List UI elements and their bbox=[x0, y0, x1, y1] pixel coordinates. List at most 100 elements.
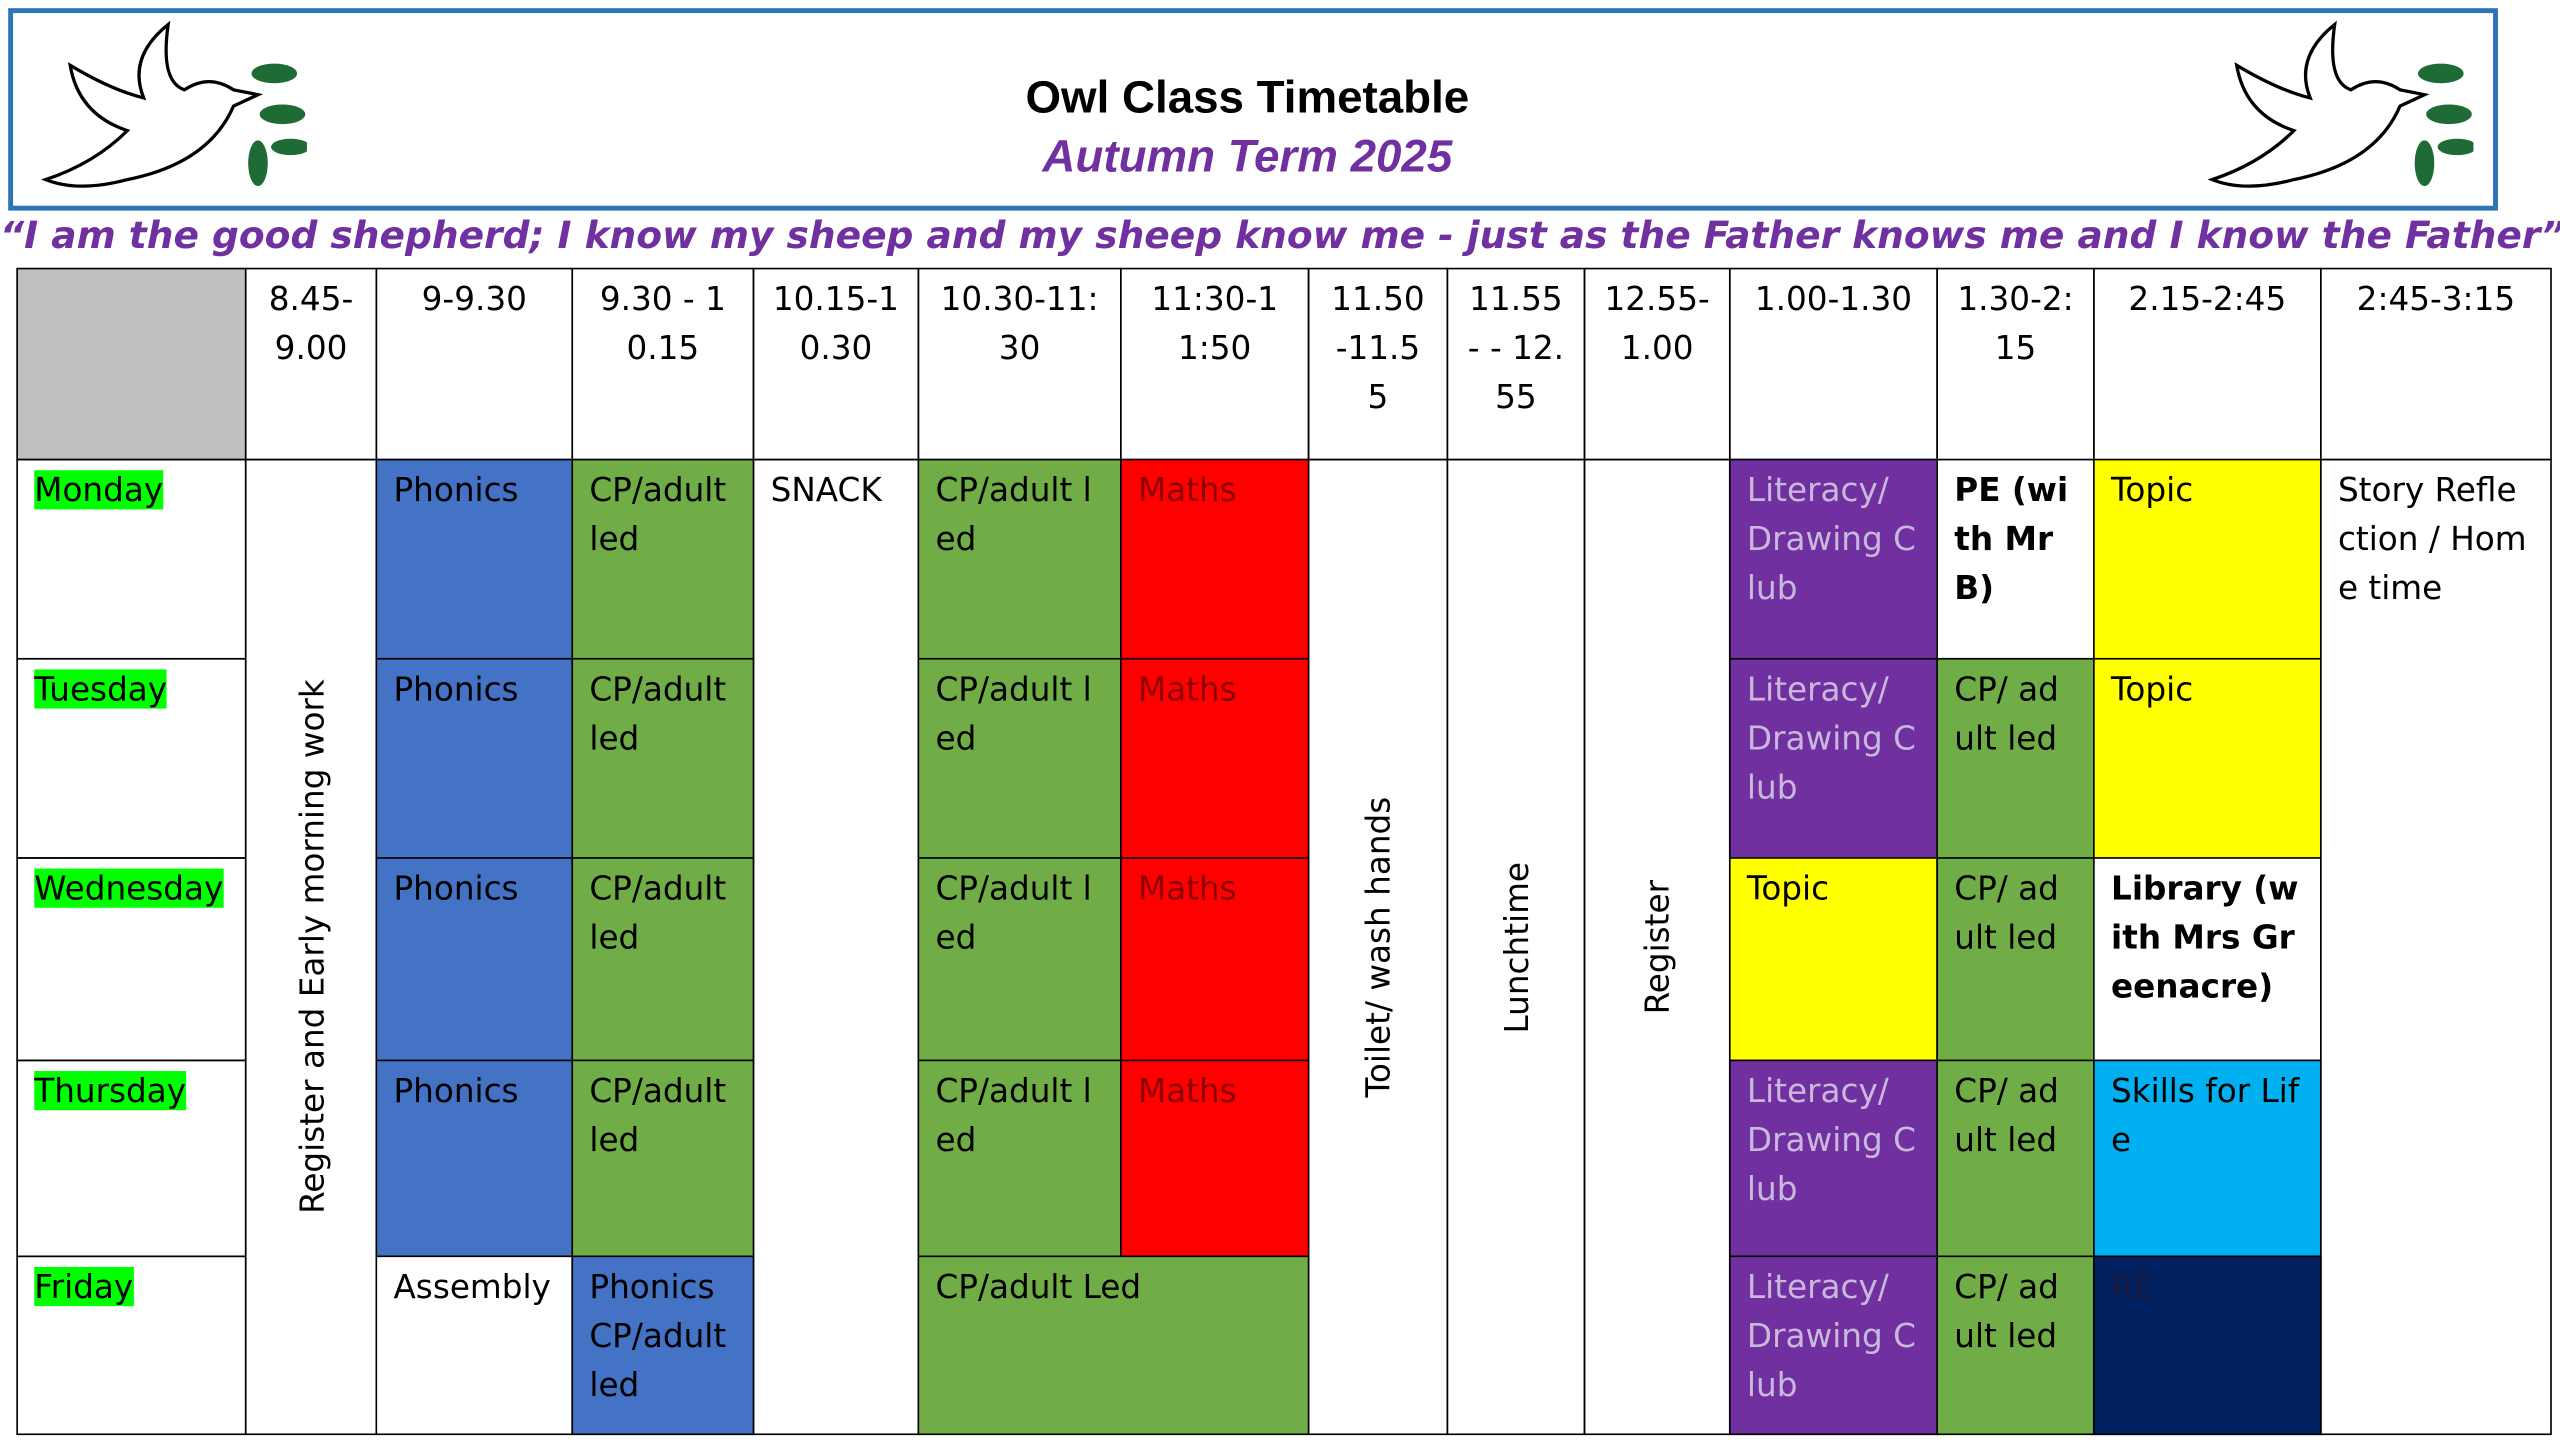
time-header-text: 10.15-10.30 bbox=[772, 279, 899, 368]
lesson-cell-text: CP/ adult led bbox=[1954, 1266, 2059, 1356]
lesson-cell: Phonics bbox=[375, 458, 574, 660]
lesson-cell: CP/ adult led bbox=[1936, 1059, 2095, 1258]
spanning-cell: Story Reflection / Home time bbox=[2319, 458, 2552, 1436]
lesson-cell-text: CP/adult led bbox=[935, 1071, 1092, 1160]
lesson-cell-text: CP/adult led bbox=[589, 669, 727, 758]
lesson-cell: CP/ adult led bbox=[1936, 657, 2095, 859]
spanning-cell-text: Register bbox=[1637, 879, 1677, 1015]
lesson-cell-text: CP/adult led bbox=[935, 868, 1092, 957]
spanning-cell: Toilet/ wash hands bbox=[1307, 458, 1449, 1436]
lesson-cell: CP/adult led bbox=[571, 1059, 755, 1258]
day-label: Tuesday bbox=[16, 657, 247, 859]
lesson-cell-text: Phonics bbox=[393, 470, 519, 510]
time-header: 9.30 - 10.15 bbox=[571, 267, 755, 461]
time-header-text: 2.15-2:45 bbox=[2128, 279, 2287, 319]
lesson-cell-text: CP/ adult led bbox=[1954, 868, 2059, 957]
lesson-cell-text: Phonics bbox=[393, 669, 519, 709]
day-label-text: Thursday bbox=[34, 1071, 187, 1111]
spanning-cell: SNACK bbox=[752, 458, 920, 1436]
lesson-cell-text: CP/adult led bbox=[589, 1071, 727, 1160]
day-label: Thursday bbox=[16, 1059, 247, 1258]
spanning-cell-text: Toilet/ wash hands bbox=[1358, 796, 1398, 1098]
day-label: Monday bbox=[16, 458, 247, 660]
lesson-cell: Literacy/ Drawing Club bbox=[1728, 1255, 1938, 1436]
time-header: 10.15-10.30 bbox=[752, 267, 920, 461]
lesson-cell-text: Maths bbox=[1137, 669, 1237, 709]
time-header: 2:45-3:15 bbox=[2319, 267, 2552, 461]
spanning-cell-text: Story Reflection / Home time bbox=[2337, 470, 2527, 608]
time-header-text: 11.50-11.55 bbox=[1331, 279, 1425, 417]
time-header: 8.45-9.00 bbox=[244, 267, 378, 461]
lesson-cell: Assembly bbox=[375, 1255, 574, 1436]
time-header: 11.50-11.55 bbox=[1307, 267, 1449, 461]
lesson-cell: CP/adult led bbox=[571, 657, 755, 859]
lesson-cell: Topic bbox=[2093, 458, 2322, 660]
lesson-cell: CP/adult led bbox=[571, 857, 755, 1062]
time-header-text: 9-9.30 bbox=[421, 279, 527, 319]
time-header: 2.15-2:45 bbox=[2093, 267, 2322, 461]
lesson-cell: CP/adult led bbox=[917, 1059, 1122, 1258]
subtitle: Autumn Term 2025 bbox=[1042, 130, 1453, 182]
lesson-cell: RE bbox=[2093, 1255, 2322, 1436]
lesson-cell: Maths bbox=[1119, 1059, 1310, 1258]
day-label-text: Tuesday bbox=[34, 669, 168, 709]
lesson-cell-text: Topic bbox=[1746, 868, 1830, 908]
lesson-cell: CP/ adult led bbox=[1936, 857, 2095, 1062]
lesson-cell: Topic bbox=[1728, 857, 1938, 1062]
time-header-text: 11.55 - - 12.55 bbox=[1467, 279, 1565, 417]
lesson-cell-text: CP/adult led bbox=[589, 868, 727, 957]
lesson-cell-text: CP/ adult led bbox=[1954, 1071, 2059, 1160]
lesson-cell: Phonics bbox=[375, 1059, 574, 1258]
lesson-cell: CP/ adult led bbox=[1936, 1255, 2095, 1436]
lesson-cell-text: Topic bbox=[2111, 669, 2194, 709]
time-header: 1.30-2:15 bbox=[1936, 267, 2095, 461]
lesson-cell: CP/adult led bbox=[917, 458, 1122, 660]
spanning-cell: Register bbox=[1583, 458, 1731, 1436]
lesson-cell-text: Topic bbox=[2111, 470, 2194, 510]
day-label-text: Monday bbox=[34, 470, 164, 510]
time-header: 12.55-1.00 bbox=[1583, 267, 1731, 461]
lesson-cell-text: Literacy/ Drawing Club bbox=[1746, 1071, 1916, 1209]
lesson-cell: CP/adult led bbox=[917, 657, 1122, 859]
lesson-cell-text: Literacy/ Drawing Club bbox=[1746, 1266, 1916, 1405]
dove-left bbox=[40, 20, 307, 188]
day-label: Friday bbox=[16, 1255, 247, 1436]
lesson-cell-text: PE (with Mr B) bbox=[1954, 470, 2069, 608]
lesson-cell: Phonics bbox=[375, 657, 574, 859]
lesson-cell-text: Literacy/ Drawing Club bbox=[1746, 470, 1916, 608]
time-header: 9-9.30 bbox=[375, 267, 574, 461]
lesson-cell: Maths bbox=[1119, 657, 1310, 859]
title: Owl Class Timetable bbox=[1025, 71, 1470, 123]
lesson-cell: CP/adult led bbox=[917, 857, 1122, 1062]
lesson-cell-text: CP/adult led bbox=[935, 669, 1092, 758]
lesson-cell: CP/adult Led bbox=[917, 1255, 1310, 1436]
time-header-text: 2:45-3:15 bbox=[2356, 279, 2516, 319]
lesson-cell: Skills for Life bbox=[2093, 1059, 2322, 1258]
lesson-cell-text: Phonics bbox=[393, 868, 519, 908]
lesson-cell: Phonics CP/adult led bbox=[571, 1255, 755, 1436]
time-header: 1.00-1.30 bbox=[1728, 267, 1938, 461]
lesson-cell-text: Maths bbox=[1137, 470, 1237, 510]
time-header-text: 12.55-1.00 bbox=[1604, 279, 1710, 368]
time-header: 11:30-11:50 bbox=[1119, 267, 1310, 461]
lesson-cell-text: CP/ adult led bbox=[1954, 669, 2059, 758]
time-header-text: 1.00-1.30 bbox=[1754, 279, 1913, 319]
lesson-cell-text: Phonics bbox=[393, 1071, 519, 1111]
lesson-cell-text: Phonics CP/adult led bbox=[589, 1266, 727, 1405]
lesson-cell-text: Maths bbox=[1137, 868, 1237, 908]
lesson-cell-text: CP/adult led bbox=[589, 470, 727, 559]
day-label-text: Friday bbox=[34, 1266, 134, 1307]
spanning-cell: Lunchtime bbox=[1446, 458, 1586, 1436]
time-header-text: 9.30 - 10.15 bbox=[599, 279, 726, 368]
lesson-cell: Library (with Mrs Greenacre) bbox=[2093, 857, 2322, 1062]
lesson-cell-text: RE bbox=[2111, 1266, 2155, 1307]
time-header: 11.55 - - 12.55 bbox=[1446, 267, 1586, 461]
lesson-cell-text: Library (with Mrs Greenacre) bbox=[2111, 868, 2299, 1006]
lesson-cell: Literacy/ Drawing Club bbox=[1728, 1059, 1938, 1258]
header-box bbox=[8, 8, 2498, 211]
lesson-cell: PE (with Mr B) bbox=[1936, 458, 2095, 660]
lesson-cell: Literacy/ Drawing Club bbox=[1728, 458, 1938, 660]
lesson-cell-text: CP/adult Led bbox=[935, 1266, 1142, 1307]
dove-right bbox=[2207, 20, 2474, 188]
